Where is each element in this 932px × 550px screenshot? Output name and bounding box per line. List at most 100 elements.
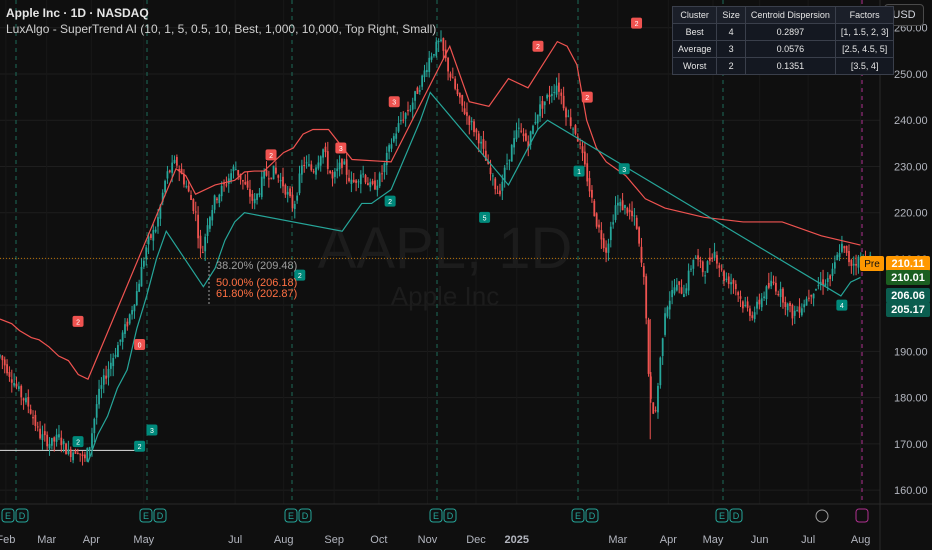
candle-body <box>164 180 166 193</box>
y-tick-label: 190.00 <box>894 346 928 358</box>
candle-body <box>435 41 438 56</box>
earnings-badge-letter: E <box>433 511 439 521</box>
candle-body <box>458 93 461 98</box>
table-cell: [1, 1.5, 2, 3] <box>834 23 895 41</box>
candle-body <box>225 184 228 186</box>
candle-body <box>145 247 148 260</box>
candle-body <box>713 251 716 258</box>
candle-body <box>187 185 190 192</box>
x-tick-label: Feb <box>0 534 15 546</box>
candle-body <box>536 114 539 124</box>
candle-body <box>258 193 261 195</box>
candle-body <box>541 100 544 109</box>
candle-body <box>645 276 648 319</box>
fib-level-label: 38.20% (209.48) <box>216 260 297 272</box>
candle-body <box>32 417 34 419</box>
candle-body <box>661 338 664 356</box>
candle-body <box>300 165 303 175</box>
candle-body <box>579 143 582 145</box>
candle-body <box>199 235 202 249</box>
candle-body <box>793 310 796 316</box>
candle-body <box>503 167 506 182</box>
candle-body <box>626 207 629 214</box>
sell-signal-marker <box>532 40 544 52</box>
candle-body <box>520 130 523 132</box>
candle-body <box>17 386 20 389</box>
candle-body <box>605 247 607 253</box>
candle-body <box>461 95 464 106</box>
earnings-badge-icon <box>715 508 729 523</box>
candle-body <box>161 192 164 202</box>
table-cell: [2.5, 4.5, 5] <box>834 40 895 58</box>
candle-body <box>293 203 296 210</box>
table-cell: 4 <box>716 23 746 41</box>
supertrend-bull-line <box>87 91 861 463</box>
candle-body <box>331 171 334 179</box>
candle-body <box>454 78 457 89</box>
candle-body <box>616 202 619 206</box>
candle-body <box>487 161 490 164</box>
signal-label: 2 <box>298 273 302 280</box>
indicator-legend[interactable]: LuxAlgo - SuperTrend AI (10, 1, 5, 0.5, … <box>6 22 437 36</box>
candle-body <box>124 324 126 334</box>
candle-body <box>369 182 372 188</box>
premarket-label: Pre <box>864 259 880 270</box>
x-tick-label: Nov <box>418 534 438 546</box>
candle-body <box>392 136 395 142</box>
candle-body <box>515 130 518 140</box>
candle-body <box>6 364 8 374</box>
candle-body <box>456 88 459 95</box>
candle-body <box>694 257 697 259</box>
x-tick-label: Oct <box>370 534 387 546</box>
candle-body <box>586 163 589 182</box>
candle-body <box>763 296 765 299</box>
y-tick-label: 180.00 <box>894 393 928 405</box>
signal-label: 2 <box>76 319 80 326</box>
table-row: Best 4 0.2897 [1, 1.5, 2, 3] <box>671 23 895 41</box>
candle-body <box>93 418 96 434</box>
candle-body <box>683 294 685 298</box>
candle-body <box>673 287 676 294</box>
candle-body <box>569 117 572 126</box>
candle-body <box>173 159 176 163</box>
candle-body <box>782 288 784 303</box>
candle-body <box>83 454 86 459</box>
candle-body <box>451 77 454 79</box>
candle-body <box>326 151 329 169</box>
candle-body <box>833 262 836 269</box>
candle-body <box>751 315 754 318</box>
candle-body <box>157 217 159 227</box>
signal-label: 2 <box>138 444 142 451</box>
earnings-badge-letter: E <box>288 511 294 521</box>
candle-body <box>135 291 138 306</box>
dividend-badge-letter: D <box>589 511 596 521</box>
candle-body <box>829 275 832 279</box>
candle-body <box>595 213 598 227</box>
candle-body <box>654 410 657 412</box>
candle-body <box>815 289 817 291</box>
dividend-badge-letter: D <box>302 511 309 521</box>
candle-body <box>624 205 626 209</box>
candle-body <box>166 171 169 179</box>
candle-body <box>357 181 360 183</box>
dividend-badge-icon <box>443 508 457 523</box>
candle-body <box>315 167 317 175</box>
candle-body <box>230 173 233 182</box>
dividend-badge-icon <box>15 508 29 523</box>
candle-body <box>635 217 638 229</box>
candle-body <box>848 250 850 263</box>
candle-body <box>407 109 409 112</box>
candle-body <box>770 280 773 287</box>
candle-body <box>371 181 374 184</box>
candle-body <box>348 177 350 182</box>
candle-body <box>543 101 546 106</box>
candle-body <box>345 159 348 175</box>
candle-body <box>291 194 294 209</box>
candle-body <box>383 163 386 173</box>
candle-body <box>69 449 72 458</box>
candle-body <box>480 141 482 144</box>
watermark-symbol: AAPL, 1D <box>318 216 573 281</box>
table-header: Size <box>716 6 746 24</box>
candle-body <box>720 268 723 270</box>
